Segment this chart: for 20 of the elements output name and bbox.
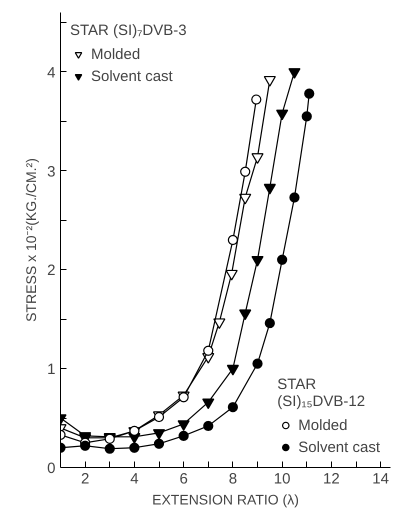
y-tick-label: 4 (47, 64, 56, 82)
y-tick-label: 1 (47, 361, 56, 378)
annotation: STAR (SI)₇DVB-3 (70, 22, 187, 39)
annotation: STAR (SI)₁₅DVB-12 (277, 376, 366, 410)
x-tick-label: 14 (372, 470, 389, 488)
y-tick-label: 2 (47, 262, 56, 280)
x-axis-title: EXTENSION RATIO (λ) (152, 492, 299, 508)
legend-label: Solvent cast (298, 438, 380, 456)
x-tick-label: 4 (130, 470, 139, 488)
x-tick-label: 10 (274, 470, 290, 488)
x-tick-label: 2 (80, 470, 90, 488)
x-tick-label: 6 (179, 470, 188, 488)
legend-label: Solvent cast (91, 68, 173, 84)
legend-label: Molded (298, 416, 348, 434)
y-tick-label: 0 (47, 460, 56, 477)
x-tick-label: 8 (228, 470, 238, 488)
y-axis-title: STRESS x 10⁻²(KG./CM.²) (23, 158, 40, 322)
legend-label: Molded (91, 46, 140, 62)
x-tick-label: 12 (323, 470, 340, 488)
y-tick-label: 3 (47, 163, 56, 180)
